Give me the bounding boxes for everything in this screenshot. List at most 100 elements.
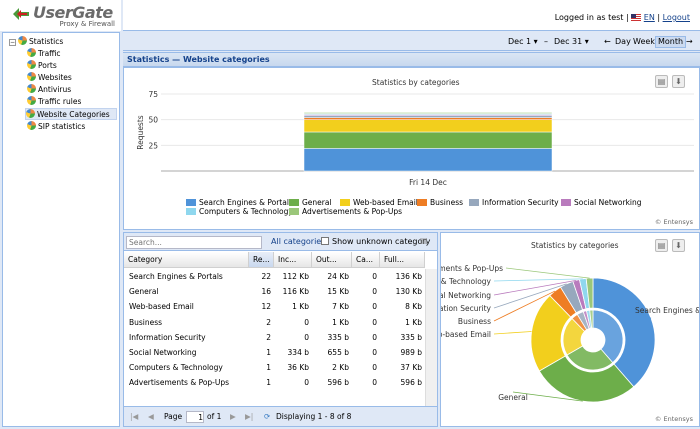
y-tick-label: 25 <box>148 141 158 150</box>
collapse-icon[interactable]: − <box>9 39 16 46</box>
app-logo: UserGate Proxy & Firewall <box>0 0 121 31</box>
table-cell: Information Security <box>129 332 206 342</box>
logo-subtitle: Proxy & Firewall <box>59 20 115 28</box>
logout-link[interactable]: Logout <box>662 13 690 22</box>
column-header[interactable]: Re... <box>249 252 274 268</box>
table-row[interactable]: Web-based Email 12 1 Kb 7 Kb 0 8 Kb <box>124 299 424 314</box>
date-toolbar: Dec 1 ▾ – Dec 31 ▾ ← Day Week Month → <box>123 33 700 51</box>
tree-item-ports[interactable]: Ports <box>27 60 57 72</box>
tree-item-website-categories[interactable]: Website Categories <box>25 108 117 120</box>
show-unknown-checkbox[interactable] <box>321 237 329 245</box>
bar-chart-panel: Statistics by categories ▤ ⬇ 25 50 75 Reque… <box>123 67 700 230</box>
page-input[interactable] <box>186 411 204 423</box>
traffic-icon <box>27 48 36 57</box>
traffic-rules-icon <box>27 96 36 105</box>
legend-item[interactable]: Business <box>417 198 463 207</box>
tree-root-statistics[interactable]: − Statistics <box>9 36 64 46</box>
table-row[interactable]: Computers & Technology 1 36 Kb 2 Kb 0 37 Kb <box>124 360 424 375</box>
first-page-icon[interactable]: |◀ <box>130 412 139 421</box>
table-cell: 36 Kb <box>287 363 309 373</box>
website-categories-icon <box>26 109 35 118</box>
tree-item-websites[interactable]: Websites <box>27 72 72 84</box>
table-cell: Advertisements & Pop-Ups <box>129 378 230 388</box>
legend-label: Web-based Email <box>353 198 418 207</box>
show-unknown-label: Show unknown category <box>332 237 431 246</box>
legend-item[interactable]: Information Security <box>469 198 559 207</box>
panel-title: Statistics — Website categories <box>123 52 700 67</box>
legend-label: Information Security <box>482 198 559 207</box>
column-header[interactable]: Inc... <box>274 252 312 268</box>
table-cell: 0 <box>304 332 309 342</box>
pie-label: Web-based Email <box>441 330 491 339</box>
pie-label: Information Security <box>441 304 492 313</box>
bar-chart-svg: 25 50 75 Requests Fri 14 Dec <box>136 90 694 187</box>
table-cell: 16 <box>261 287 271 297</box>
download-icon[interactable]: ⬇ <box>672 239 685 252</box>
legend-item[interactable]: Advertisements & Pop-Ups <box>289 207 402 216</box>
table-cell: Business <box>129 317 163 327</box>
print-icon[interactable]: ▤ <box>655 75 668 88</box>
tree-item-antivirus[interactable]: Antivirus <box>27 84 71 96</box>
search-input[interactable] <box>126 236 262 249</box>
leader-line <box>493 279 577 296</box>
pie-label: Computers & Technology <box>441 277 492 286</box>
table-cell: 2 <box>266 317 271 327</box>
table-cell: Search Engines & Portals <box>129 272 223 281</box>
leader-line <box>630 309 652 319</box>
login-status: Logged in as test | EN | Logout <box>555 13 690 22</box>
statistics-icon <box>18 36 27 45</box>
page-label: Page <box>164 412 183 421</box>
table-row[interactable]: General 16 116 Kb 15 Kb 0 130 Kb <box>124 284 424 299</box>
prev-period-button[interactable]: ← <box>604 37 611 46</box>
column-header[interactable]: Category <box>124 252 249 268</box>
print-icon[interactable]: ▤ <box>655 239 668 252</box>
table-row[interactable]: Advertisements & Pop-Ups 1 0 596 b 0 596 b <box>124 375 424 390</box>
tree-item-traffic[interactable]: Traffic <box>27 48 61 60</box>
legend-item[interactable]: Computers & Technology <box>186 207 293 216</box>
grid-scrollbar[interactable] <box>425 269 437 407</box>
table-cell: 596 b <box>400 378 422 388</box>
column-header[interactable]: Ca... <box>352 252 380 268</box>
leader-line <box>505 267 590 279</box>
date-to-select[interactable]: Dec 31 ▾ <box>554 37 589 46</box>
column-header[interactable]: Out... <box>312 252 352 268</box>
next-period-button[interactable]: → <box>686 37 693 46</box>
download-icon[interactable]: ⬇ <box>672 75 685 88</box>
bar-segment <box>303 115 553 118</box>
table-row[interactable]: Search Engines & Portals 22 112 Kb 24 Kb 0 13… <box>124 269 424 284</box>
legend-item[interactable]: General <box>289 198 332 207</box>
pie-chart-svg: Search Engines & Portals General Web-based… <box>441 264 699 403</box>
table-cell: 1 <box>266 348 271 357</box>
legend-item[interactable]: Social Networking <box>561 198 642 207</box>
antivirus-icon <box>27 84 36 93</box>
prev-page-icon[interactable]: ◀ <box>148 412 154 421</box>
table-cell: 24 Kb <box>327 272 349 281</box>
leader-line <box>493 278 583 282</box>
table-row[interactable]: Business 2 0 1 Kb 0 1 Kb <box>124 315 424 330</box>
column-header[interactable]: Full... <box>380 252 425 268</box>
language-link[interactable]: EN <box>643 13 655 22</box>
pie-label: Search Engines & Portals <box>635 306 699 315</box>
grid-toolbar: All categories Show unknown category ▤ <box>124 233 437 251</box>
print-icon[interactable]: ▤ <box>420 236 428 245</box>
legend-swatch <box>469 199 479 206</box>
date-from-select[interactable]: Dec 1 ▾ <box>508 37 538 46</box>
legend-item[interactable]: Search Engines & Portals <box>186 198 293 207</box>
all-categories-button[interactable]: All categories <box>271 237 326 246</box>
day-button[interactable]: Day <box>615 37 631 46</box>
month-button[interactable]: Month <box>655 36 687 48</box>
legend-item[interactable]: Web-based Email <box>340 198 418 207</box>
week-button[interactable]: Week <box>633 37 655 46</box>
pie-label: General <box>498 393 528 402</box>
table-row[interactable]: Information Security 2 0 335 b 0 335 b <box>124 330 424 345</box>
refresh-icon[interactable]: ⟳ <box>264 412 271 421</box>
page-of-label: of 1 <box>207 412 222 421</box>
tree-item-traffic-rules[interactable]: Traffic rules <box>27 96 81 108</box>
next-page-icon[interactable]: ▶ <box>230 412 236 421</box>
last-page-icon[interactable]: ▶| <box>245 412 254 421</box>
legend-label: Business <box>430 198 464 207</box>
tree-item-sip-statistics[interactable]: SIP statistics <box>27 121 85 133</box>
legend-label: Computers & Technology <box>199 207 293 216</box>
table-cell: Social Networking <box>129 348 197 357</box>
table-row[interactable]: Social Networking 1 334 b 655 b 0 989 b <box>124 345 424 360</box>
